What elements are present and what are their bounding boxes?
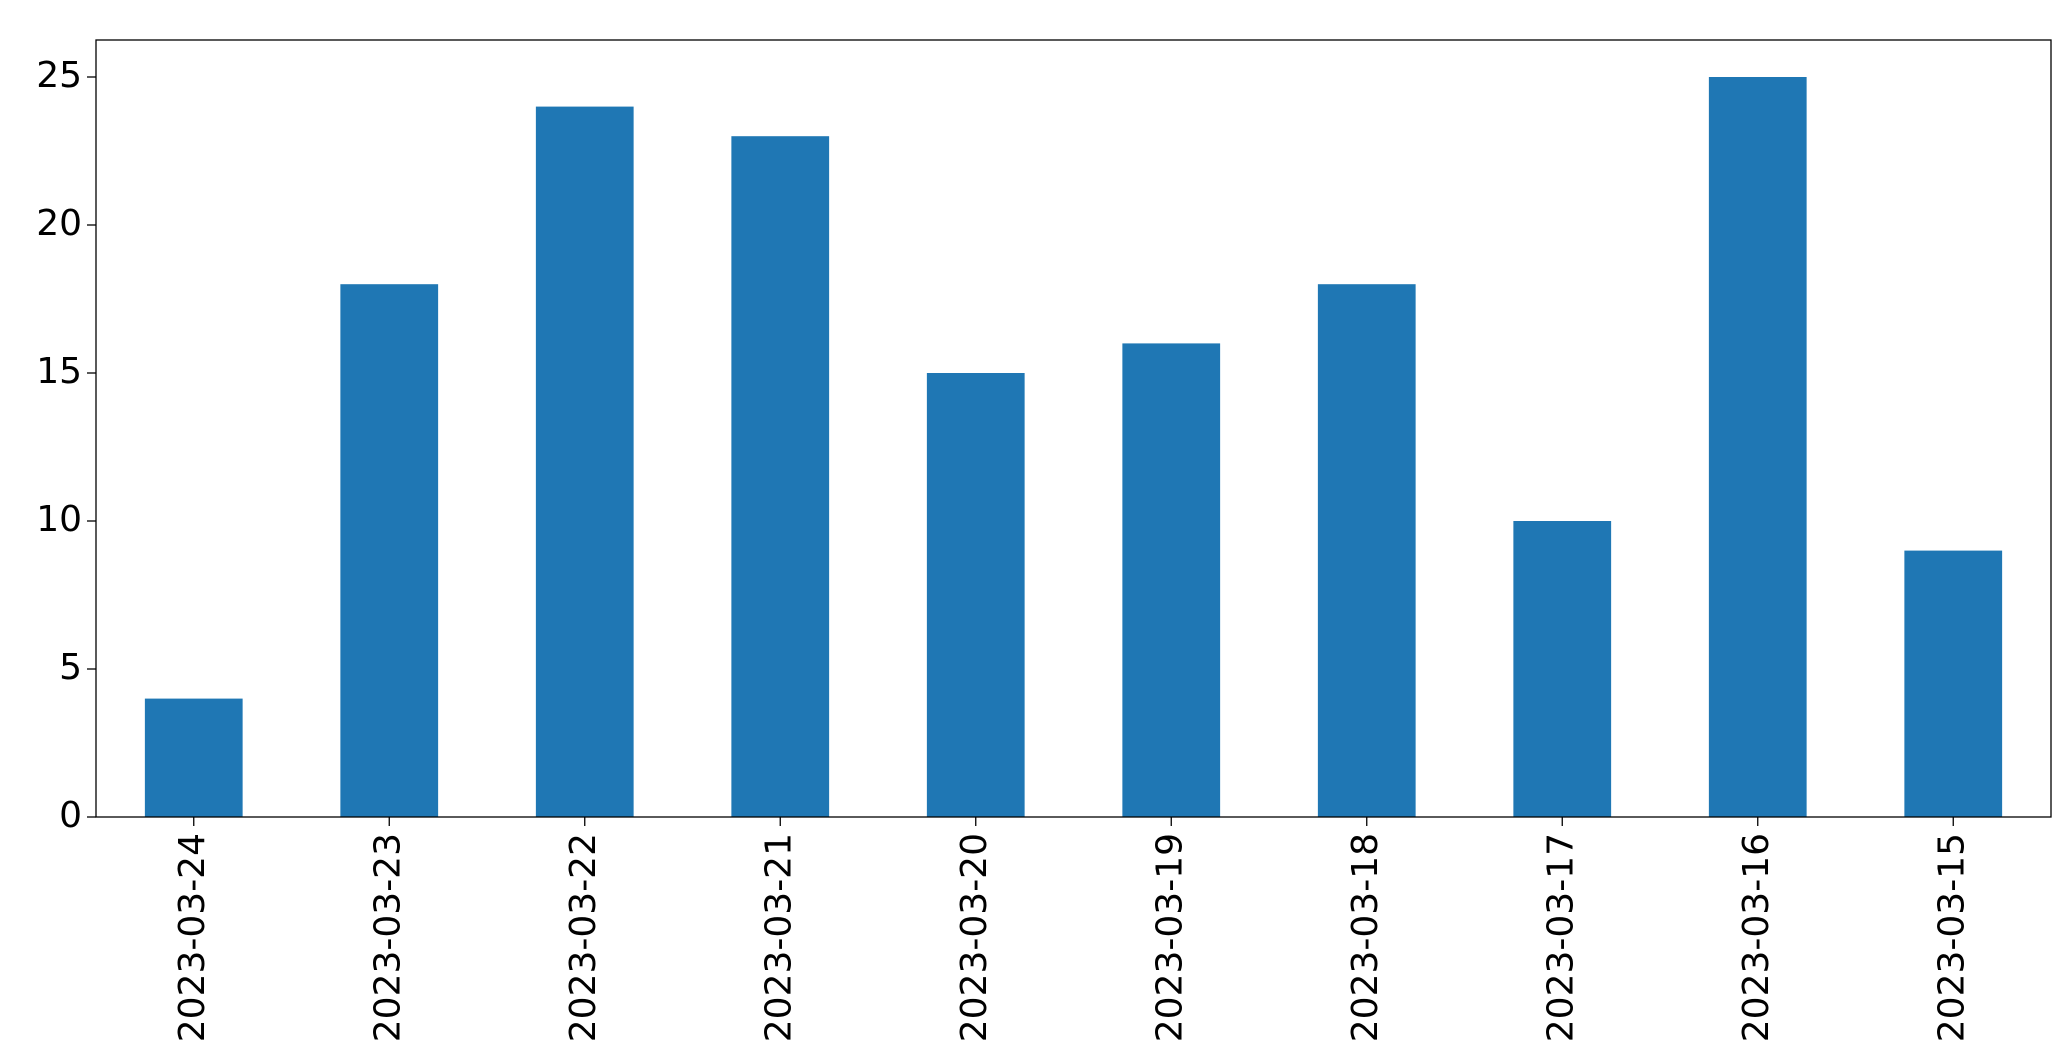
bar <box>1513 521 1612 817</box>
bar <box>926 373 1025 817</box>
x-tick-label: 2023-03-19 <box>1149 833 1190 1042</box>
axes-frame <box>95 39 2052 818</box>
y-tick-label: 20 <box>36 203 82 244</box>
bar <box>340 284 439 817</box>
bar <box>1317 284 1416 817</box>
y-tick-label: 0 <box>59 795 82 836</box>
y-tick-label: 25 <box>36 55 82 96</box>
x-tick-label: 2023-03-16 <box>1736 833 1777 1042</box>
bar <box>731 136 830 817</box>
x-tick-label: 2023-03-18 <box>1345 833 1386 1042</box>
x-tick-label: 2023-03-21 <box>758 833 799 1042</box>
y-tick-label: 10 <box>36 499 82 540</box>
x-tick-label: 2023-03-22 <box>563 833 604 1042</box>
bar <box>1904 550 2003 817</box>
x-tick-label: 2023-03-23 <box>367 833 408 1042</box>
x-tick-label: 2023-03-17 <box>1540 833 1581 1042</box>
x-tick-label: 2023-03-24 <box>172 833 213 1042</box>
x-tick-label: 2023-03-20 <box>954 833 995 1042</box>
x-tick-label: 2023-03-15 <box>1931 833 1972 1042</box>
bar <box>144 698 243 817</box>
bar <box>535 106 634 818</box>
bar <box>1708 77 1807 817</box>
bar <box>1122 343 1221 817</box>
y-tick-label: 5 <box>59 647 82 688</box>
y-tick-label: 15 <box>36 351 82 392</box>
